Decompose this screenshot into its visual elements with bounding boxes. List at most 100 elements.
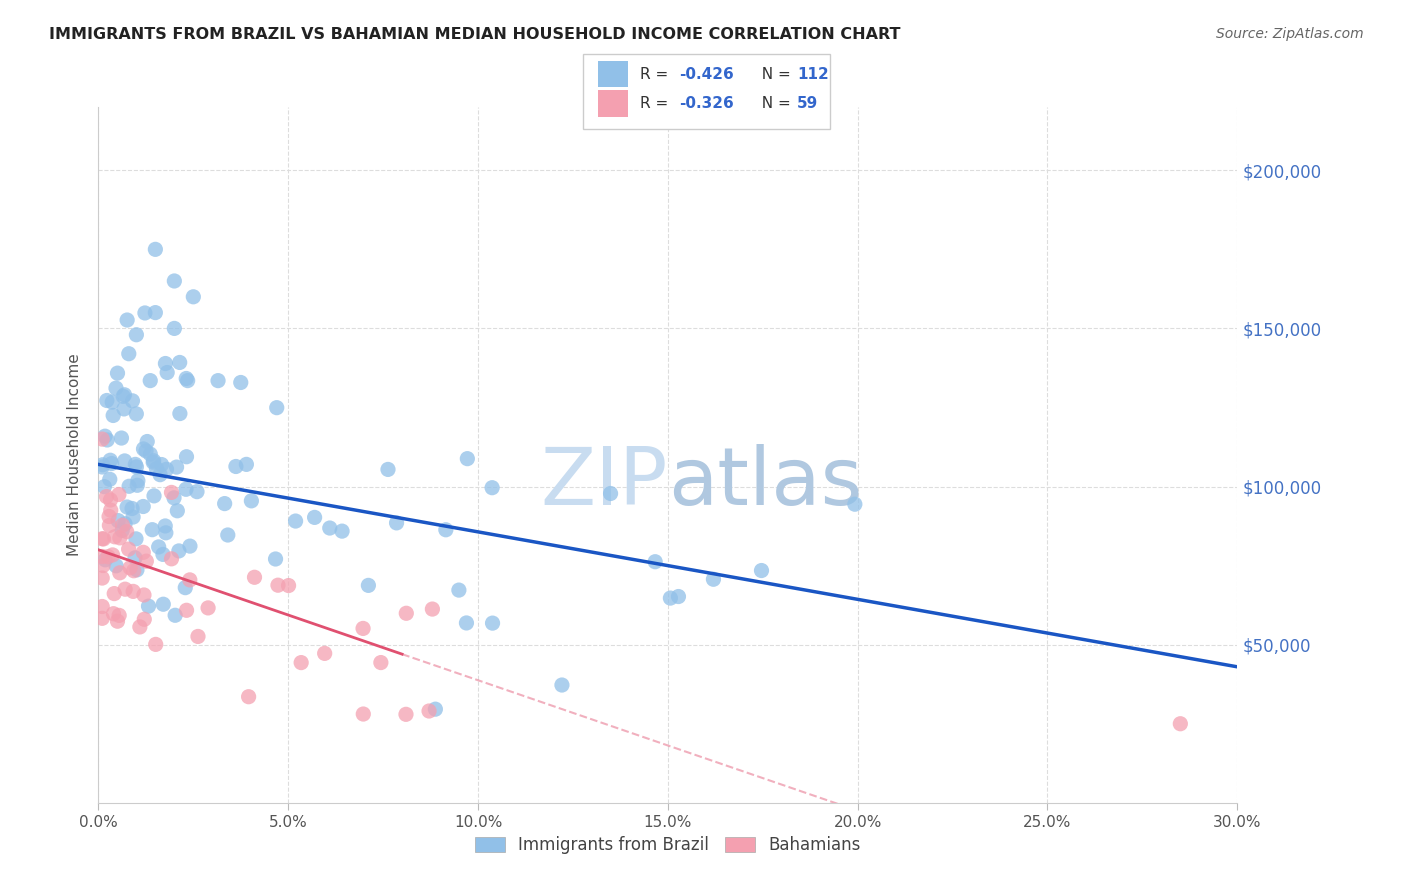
Point — [108, 487, 131, 501]
Point — [107, 514, 129, 528]
Point — [166, 504, 188, 518]
Point — [319, 521, 342, 535]
Point — [1170, 716, 1192, 731]
Point — [267, 578, 290, 592]
Point — [304, 510, 326, 524]
Point — [155, 462, 177, 476]
Point — [115, 524, 138, 539]
Point — [103, 586, 125, 600]
Point — [98, 518, 121, 533]
Point — [668, 590, 690, 604]
Point — [100, 493, 122, 508]
Point — [108, 566, 131, 580]
Text: -0.326: -0.326 — [679, 96, 734, 111]
Point — [163, 321, 186, 335]
Text: 112: 112 — [797, 67, 830, 81]
Point — [97, 549, 120, 564]
Point — [101, 395, 124, 409]
Point — [160, 551, 183, 566]
Point — [91, 458, 114, 472]
Point — [179, 573, 201, 587]
Point — [96, 433, 118, 447]
Point — [155, 525, 177, 540]
Text: IMMIGRANTS FROM BRAZIL VS BAHAMIAN MEDIAN HOUSEHOLD INCOME CORRELATION CHART: IMMIGRANTS FROM BRAZIL VS BAHAMIAN MEDIA… — [49, 27, 901, 42]
Text: R =: R = — [640, 96, 673, 111]
Point — [91, 571, 114, 585]
Point — [91, 432, 114, 446]
Text: N =: N = — [752, 96, 796, 111]
Point — [134, 306, 156, 320]
Point — [136, 434, 159, 449]
Point — [115, 500, 138, 514]
Point — [135, 444, 157, 458]
Point — [174, 371, 197, 385]
Point — [160, 485, 183, 500]
Point — [91, 611, 114, 625]
Point — [100, 503, 122, 517]
Point — [447, 583, 470, 598]
Point — [91, 532, 114, 546]
Point — [91, 558, 114, 573]
Point — [117, 542, 139, 557]
Point — [91, 599, 114, 614]
Point — [111, 518, 134, 533]
Point — [176, 603, 198, 617]
Point — [132, 545, 155, 559]
Point — [197, 601, 219, 615]
Point — [125, 459, 148, 474]
Point — [284, 514, 307, 528]
Point — [103, 607, 125, 621]
Point — [659, 591, 682, 606]
Point — [120, 561, 142, 575]
Point — [138, 599, 160, 614]
Point — [105, 558, 128, 573]
Point — [169, 407, 191, 421]
Point — [290, 656, 312, 670]
Point — [165, 608, 187, 623]
Point — [111, 524, 134, 538]
Point — [395, 707, 418, 722]
Point — [112, 401, 135, 416]
Point — [93, 480, 115, 494]
Point — [422, 602, 444, 616]
Point — [122, 564, 145, 578]
Point — [139, 374, 162, 388]
Point — [551, 678, 574, 692]
Point — [225, 459, 247, 474]
Point — [101, 409, 124, 423]
Point — [94, 429, 117, 443]
Point — [104, 530, 127, 544]
Point — [139, 447, 162, 461]
Point — [125, 327, 148, 342]
Point — [134, 612, 156, 626]
Point — [114, 582, 136, 597]
Point — [122, 584, 145, 599]
Point — [370, 656, 392, 670]
Point — [125, 532, 148, 546]
Point — [240, 493, 263, 508]
Point — [599, 486, 621, 500]
Point — [125, 563, 148, 577]
Point — [385, 516, 408, 530]
Point — [357, 578, 380, 592]
Point — [425, 702, 447, 716]
Point — [108, 531, 131, 545]
Point — [186, 484, 208, 499]
Point — [176, 450, 198, 464]
Point — [142, 454, 165, 468]
Point — [644, 555, 666, 569]
Point — [135, 554, 157, 568]
Text: Source: ZipAtlas.com: Source: ZipAtlas.com — [1216, 27, 1364, 41]
Point — [132, 588, 155, 602]
Point — [377, 462, 399, 476]
Point — [266, 401, 288, 415]
Point — [93, 532, 115, 546]
Point — [107, 366, 129, 380]
Point — [108, 608, 131, 623]
Point — [96, 393, 118, 408]
Point — [125, 407, 148, 421]
Text: 59: 59 — [797, 96, 818, 111]
Point — [277, 578, 299, 592]
Point — [238, 690, 260, 704]
Point — [456, 615, 478, 630]
